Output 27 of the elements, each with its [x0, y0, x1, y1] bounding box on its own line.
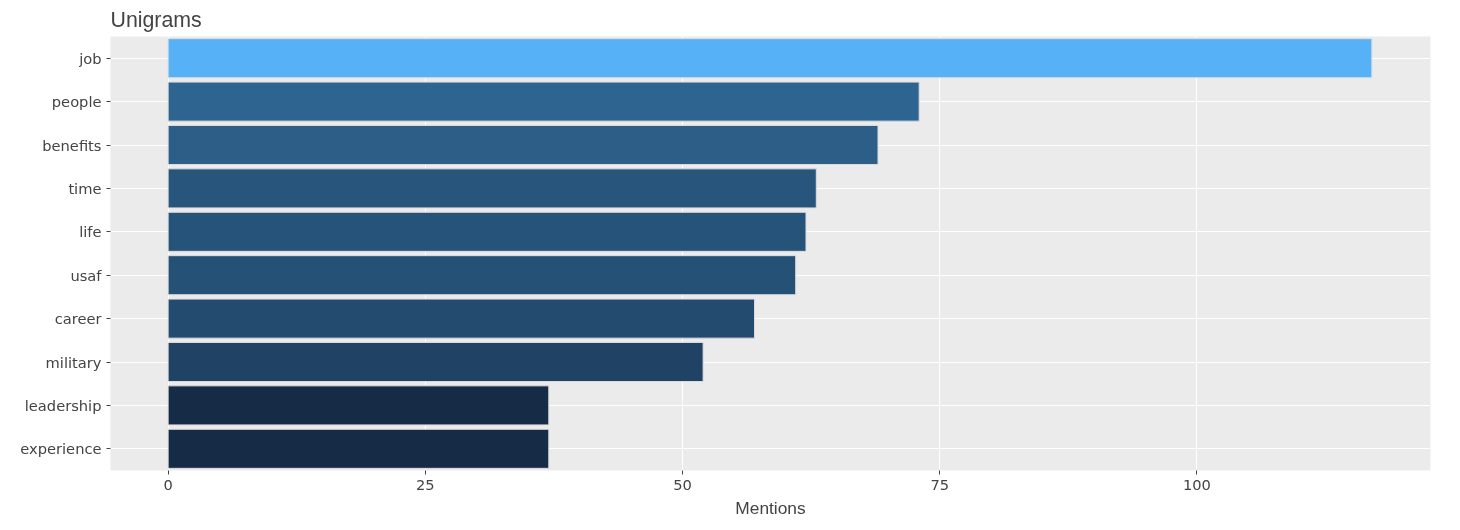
y-tick-label: job — [78, 49, 102, 67]
bar — [167, 124, 879, 166]
bar — [167, 341, 704, 383]
y-tick-label: usaf — [70, 266, 103, 284]
x-tick-label: 100 — [1182, 475, 1211, 493]
x-tick-label: 50 — [673, 475, 692, 493]
x-tick-label: 25 — [416, 475, 435, 493]
bar — [167, 168, 817, 209]
y-tick-label: time — [68, 179, 102, 197]
y-tick-label: life — [79, 223, 102, 241]
x-axis-title: Mentions — [735, 497, 806, 518]
bar — [167, 385, 550, 426]
bar — [167, 298, 756, 339]
bar — [167, 81, 920, 122]
x-tick-label: 75 — [930, 475, 950, 493]
bar — [167, 428, 550, 469]
y-tick-label: experience — [20, 440, 102, 458]
y-tick-label: military — [45, 353, 102, 371]
bar — [167, 38, 1373, 79]
y-tick-label: people — [51, 93, 102, 111]
y-tick-label: benefits — [42, 136, 102, 154]
x-tick-label: 0 — [163, 475, 173, 493]
bar — [167, 255, 797, 296]
bar — [167, 211, 807, 252]
chart-title: Unigrams — [110, 7, 202, 32]
y-tick-label: leadership — [24, 396, 102, 414]
y-tick-label: career — [54, 310, 103, 328]
